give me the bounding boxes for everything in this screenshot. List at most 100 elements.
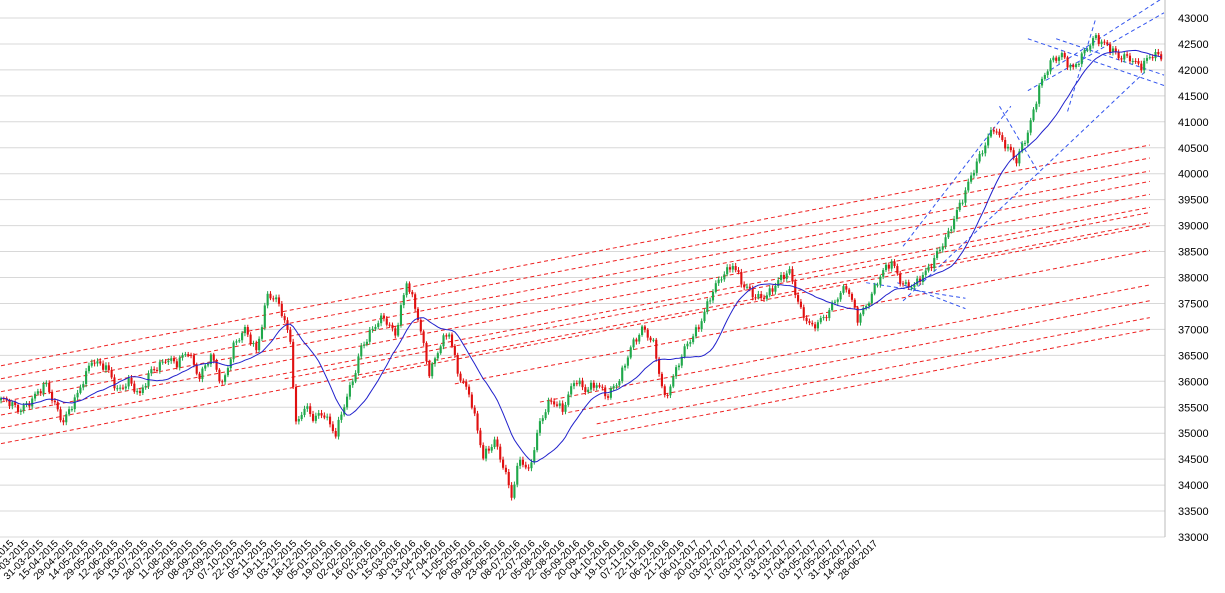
candle-body <box>921 274 924 282</box>
candle-body <box>502 459 505 468</box>
candle-body <box>717 279 720 284</box>
candle-body <box>124 386 127 389</box>
candle-body <box>320 413 323 416</box>
candle-body <box>910 287 913 289</box>
candle-body <box>1120 58 1123 60</box>
candle-body <box>235 341 238 343</box>
candle-body <box>414 294 417 309</box>
candle-body <box>167 360 170 363</box>
candle-body <box>731 266 734 270</box>
trend-line <box>1027 12 1165 92</box>
candle-body <box>1140 63 1143 71</box>
candle-body <box>1072 64 1075 68</box>
candle-body <box>555 404 559 406</box>
candle-body <box>121 387 125 389</box>
candle-body <box>439 346 442 354</box>
candle-body <box>1029 120 1032 133</box>
candle-body <box>890 261 893 269</box>
candle-body <box>987 136 990 146</box>
y-tick-label: 33500 <box>1178 506 1209 518</box>
candle-body <box>1151 57 1154 59</box>
candle-body <box>570 386 573 395</box>
y-tick-label: 40500 <box>1178 143 1209 155</box>
candle-body <box>275 297 278 300</box>
candle-body <box>893 261 896 267</box>
y-tick-label: 33000 <box>1178 532 1209 544</box>
candle-body <box>802 307 805 318</box>
candle-body <box>700 321 703 329</box>
candle-body <box>541 418 544 422</box>
trend-line <box>1050 0 1161 71</box>
candle-body <box>1038 85 1041 104</box>
candle-body <box>399 305 403 325</box>
price-bars <box>0 32 1163 501</box>
candle-body <box>48 382 51 393</box>
candle-body <box>368 329 371 342</box>
channel-line <box>596 317 1150 425</box>
candle-body <box>879 276 882 285</box>
candle-body <box>99 361 102 364</box>
candle-body <box>516 465 519 485</box>
candle-body <box>482 445 485 459</box>
candle-body <box>300 414 303 420</box>
candle-body <box>510 485 513 498</box>
candle-body <box>669 386 672 396</box>
candle-body <box>215 360 218 370</box>
candle-body <box>751 288 754 298</box>
candle-body <box>363 344 366 346</box>
candle-body <box>748 286 751 289</box>
candle-body <box>808 321 811 323</box>
candle-body <box>842 286 845 293</box>
candle-body <box>601 386 604 388</box>
candle-body <box>249 334 252 344</box>
candle-body <box>825 317 828 319</box>
candle-body <box>50 392 54 401</box>
candle-body <box>728 267 732 270</box>
candle-body <box>241 333 244 341</box>
candle-body <box>675 367 678 377</box>
trend-line <box>999 105 1040 174</box>
candle-body <box>831 302 834 311</box>
candle-body <box>1089 45 1092 50</box>
red-channel-lines <box>0 144 1150 445</box>
candle-body <box>425 342 428 362</box>
candle-body <box>1052 57 1055 61</box>
candle-body <box>839 292 842 300</box>
candle-body <box>621 367 624 382</box>
candle-body <box>1006 146 1010 149</box>
candle-body <box>771 288 774 292</box>
candle-body <box>144 385 147 388</box>
candle-body <box>490 447 493 451</box>
candle-body <box>1043 75 1046 79</box>
candle-body <box>450 334 454 347</box>
candle-body <box>371 328 374 330</box>
candle-body <box>513 484 516 498</box>
candle-body <box>246 327 249 335</box>
candle-body <box>56 402 59 410</box>
candle-body <box>1015 158 1018 164</box>
candle-body <box>431 363 434 377</box>
candle-body <box>799 301 802 308</box>
candle-body <box>280 303 283 317</box>
candle-body <box>348 385 351 397</box>
candle-body <box>822 317 825 319</box>
candle-body <box>116 388 119 390</box>
candle-body <box>224 375 227 382</box>
candle-body <box>564 404 567 412</box>
candle-body <box>1080 53 1083 64</box>
candle-body <box>655 339 658 359</box>
candle-body <box>1123 54 1126 60</box>
candle-body <box>862 307 865 315</box>
candle-body <box>533 450 536 463</box>
candle-body <box>79 387 82 393</box>
candle-body <box>550 400 553 402</box>
y-tick-label: 37000 <box>1178 324 1209 336</box>
y-tick-label: 42000 <box>1178 65 1209 77</box>
candle-body <box>882 270 885 277</box>
candle-body <box>226 368 229 376</box>
candle-body <box>632 339 635 348</box>
candle-body <box>1114 48 1117 53</box>
candle-body <box>845 286 848 290</box>
candle-body <box>547 400 550 413</box>
candle-body <box>263 305 266 328</box>
